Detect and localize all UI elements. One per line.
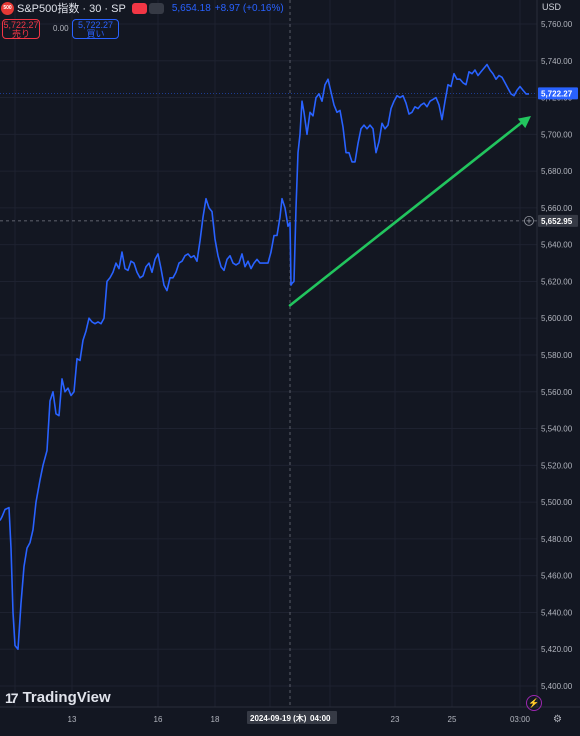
time-tick-label: 16 [154,715,163,724]
price-change: +8.97 (+0.16%) [214,2,284,14]
time-tick-label: 18 [211,715,220,724]
time-tag-bg [307,711,337,724]
logo-text: TradingView [22,689,111,706]
price-tick-label: 5,400.00 [541,682,573,691]
symbol-logo-icon: 500 [1,1,14,15]
price-tick-label: 5,480.00 [541,535,573,544]
price-tick-label: 5,740.00 [541,57,573,66]
trend-arrow-head [517,115,531,129]
price-tick-label: 5,760.00 [541,20,573,29]
tradingview-logo[interactable]: 17 TradingView [5,689,111,706]
settings-gear-icon[interactable]: ⚙ [553,714,562,725]
price-tick-label: 5,620.00 [541,277,573,286]
currency-label[interactable]: USD [542,2,562,12]
lightning-icon[interactable]: ⚡ [526,695,542,711]
symbol-title[interactable]: S&P500指数 · 30 · SP [17,3,126,15]
add-alert-icon [524,215,534,226]
buy-label: 買い [86,29,105,39]
time-tick-label: 03:00 [510,715,531,724]
sell-price: 5,722.27 [3,20,39,30]
time-tick-label: 23 [391,715,400,724]
time-crosshair-label: 2024-09-19 (木) [250,713,307,723]
sell-button[interactable]: 5,722.27 売り [2,19,40,39]
delay-status-icon[interactable] [148,2,164,14]
price-tick-label: 5,440.00 [541,608,573,617]
time-tag-bg [247,711,313,724]
time-crosshair-label: 04:00 [310,714,331,723]
price-tick-label: 5,680.00 [541,167,573,176]
price-tick-label: 5,540.00 [541,425,573,434]
sell-label: 売り [11,29,30,39]
price-tick-label: 5,580.00 [541,351,573,360]
price-tick-label: 5,600.00 [541,314,573,323]
price-tick-label: 5,460.00 [541,572,573,581]
price-tick-label: 5,500.00 [541,498,573,507]
symbol-header[interactable]: 500 S&P500指数 · 30 · SP 5,654.18 +8.97 (+… [0,0,284,16]
trend-arrow[interactable] [288,115,531,307]
spread-value: 0.00 [53,24,69,33]
trend-arrow-shaft [288,118,527,307]
last-price: 5,654.18 [171,2,211,14]
tradingview-logo-icon: 17 [5,689,19,706]
time-tick-label: 25 [448,715,457,724]
price-tick-label: 5,420.00 [541,645,573,654]
price-series-line [0,63,529,650]
buy-button[interactable]: 5,722.27 買い [72,19,119,39]
time-tick-label: 13 [68,715,77,724]
price-tick-label: 5,700.00 [541,130,573,139]
crosshair-price-tag [538,214,578,227]
buy-price: 5,722.27 [77,20,114,30]
market-status-icon[interactable] [131,2,147,14]
price-tick-label: 5,640.00 [541,241,573,250]
crosshair-price-label: 5,652.95 [541,217,573,226]
status-pills[interactable] [131,2,166,14]
price-tick-label: 5,560.00 [541,388,573,397]
price-axis-bg [537,0,580,707]
price-axis-labels: 5,400.00 5,420.00 5,440.00 5,460.00 5,480.00… [524,20,578,691]
grid-lines [0,0,537,707]
price-tick-label: 5,520.00 [541,461,573,470]
price-axis[interactable] [536,0,580,707]
price-tick-label: 5,660.00 [541,204,573,213]
last-price-tag-label: 5,722.27 [541,89,573,98]
last-price-tag [538,87,578,100]
time-axis-labels: 13 16 18 2024-09-19 (木) 04:00 23 25 03:00 [68,711,531,724]
